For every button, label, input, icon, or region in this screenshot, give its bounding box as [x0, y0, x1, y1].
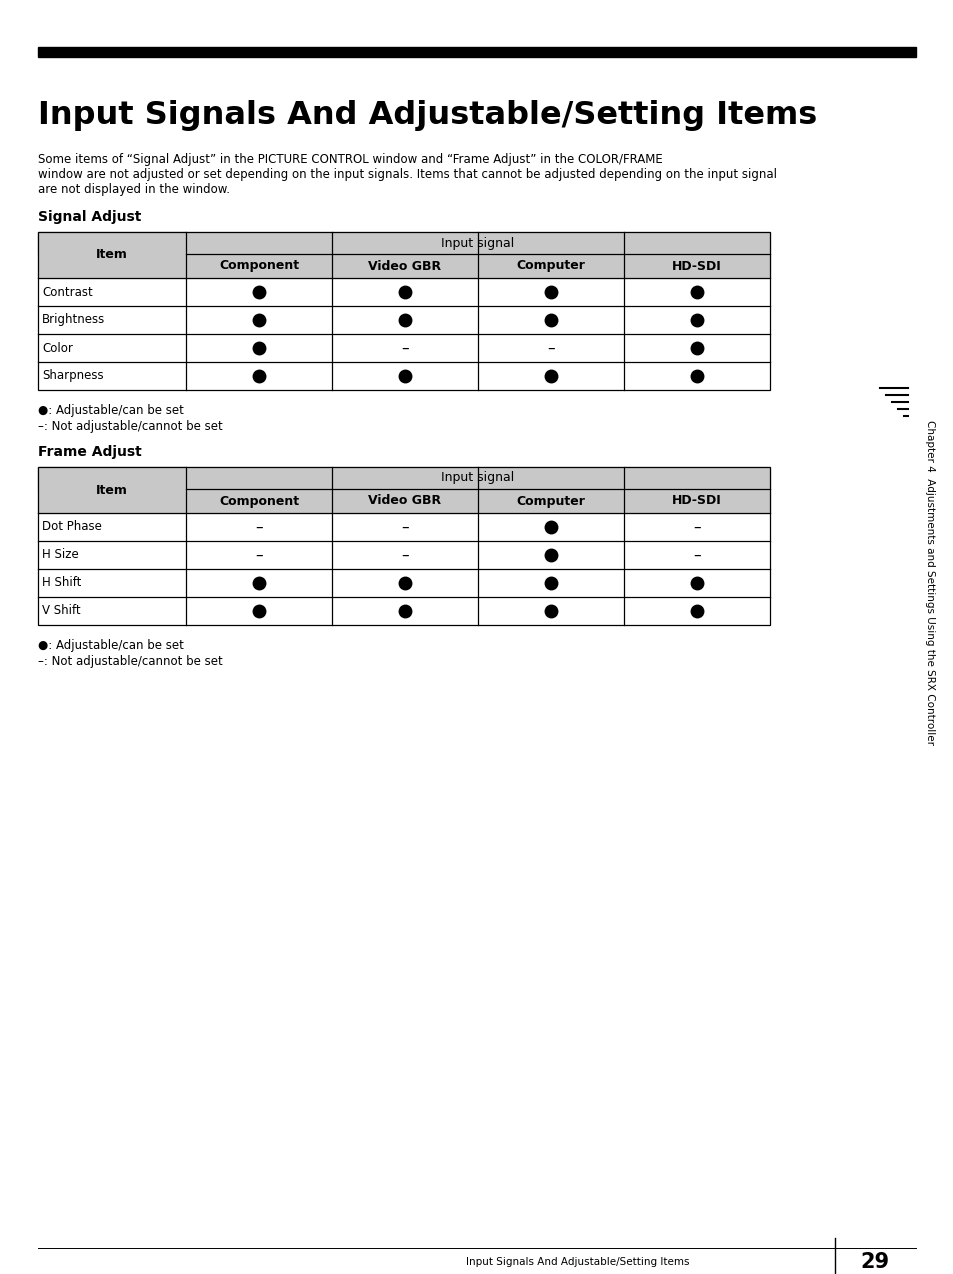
Text: ●: Adjustable/can be set: ●: Adjustable/can be set [38, 640, 184, 652]
Text: Video GBR: Video GBR [368, 260, 441, 273]
Text: –: – [254, 520, 262, 535]
Text: HD-SDI: HD-SDI [672, 260, 721, 273]
Bar [38, 232, 186, 278]
Text: H Shift: H Shift [42, 577, 81, 590]
Text: Computer: Computer [516, 494, 585, 507]
Text: are not displayed in the window.: are not displayed in the window. [38, 183, 230, 196]
Text: Component: Component [218, 494, 298, 507]
Text: –: Not adjustable/cannot be set: –: Not adjustable/cannot be set [38, 655, 222, 668]
Bar [38, 598, 769, 626]
Text: Sharpness: Sharpness [42, 369, 104, 382]
Text: HD-SDI: HD-SDI [672, 494, 721, 507]
Text: window are not adjusted or set depending on the input signals. Items that cannot: window are not adjusted or set depending… [38, 168, 776, 181]
Text: H Size: H Size [42, 549, 79, 562]
Bar [38, 334, 769, 362]
Bar [38, 468, 769, 489]
Bar [38, 569, 769, 598]
Bar [38, 468, 186, 513]
Bar [186, 254, 769, 278]
Text: –: – [401, 548, 409, 563]
Text: –: – [693, 548, 700, 563]
Text: –: Not adjustable/cannot be set: –: Not adjustable/cannot be set [38, 420, 222, 433]
Bar [186, 489, 769, 513]
Text: Signal Adjust: Signal Adjust [38, 210, 141, 224]
Text: Component: Component [218, 260, 298, 273]
Bar [38, 306, 769, 334]
Text: ●: Adjustable/can be set: ●: Adjustable/can be set [38, 404, 184, 417]
Text: Input signal: Input signal [441, 237, 514, 250]
Text: Some items of “Signal Adjust” in the PICTURE CONTROL window and “Frame Adjust” i: Some items of “Signal Adjust” in the PIC… [38, 153, 662, 166]
Bar [38, 513, 769, 541]
Text: 29: 29 [860, 1252, 888, 1271]
Text: Input Signals And Adjustable/Setting Items: Input Signals And Adjustable/Setting Ite… [466, 1257, 689, 1268]
Text: –: – [693, 520, 700, 535]
Text: –: – [401, 520, 409, 535]
Bar [38, 278, 769, 306]
Text: Contrast: Contrast [42, 285, 92, 298]
Bar [38, 232, 769, 390]
Text: Video GBR: Video GBR [368, 494, 441, 507]
Text: Computer: Computer [516, 260, 585, 273]
Text: –: – [254, 548, 262, 563]
Bar [38, 541, 769, 569]
Bar [38, 232, 769, 254]
Text: V Shift: V Shift [42, 604, 81, 618]
Text: Brightness: Brightness [42, 313, 105, 326]
Text: Item: Item [96, 484, 128, 497]
Text: Color: Color [42, 341, 72, 354]
Bar [38, 47, 915, 57]
Bar [38, 362, 769, 390]
Text: Item: Item [96, 248, 128, 261]
Text: Frame Adjust: Frame Adjust [38, 445, 142, 459]
Text: Input signal: Input signal [441, 471, 514, 484]
Bar [38, 468, 769, 626]
Text: Input Signals And Adjustable/Setting Items: Input Signals And Adjustable/Setting Ite… [38, 99, 817, 131]
Text: –: – [401, 340, 409, 355]
Text: Chapter 4  Adjustments and Settings Using the SRX Controller: Chapter 4 Adjustments and Settings Using… [924, 420, 934, 745]
Text: –: – [547, 340, 555, 355]
Text: Dot Phase: Dot Phase [42, 521, 102, 534]
